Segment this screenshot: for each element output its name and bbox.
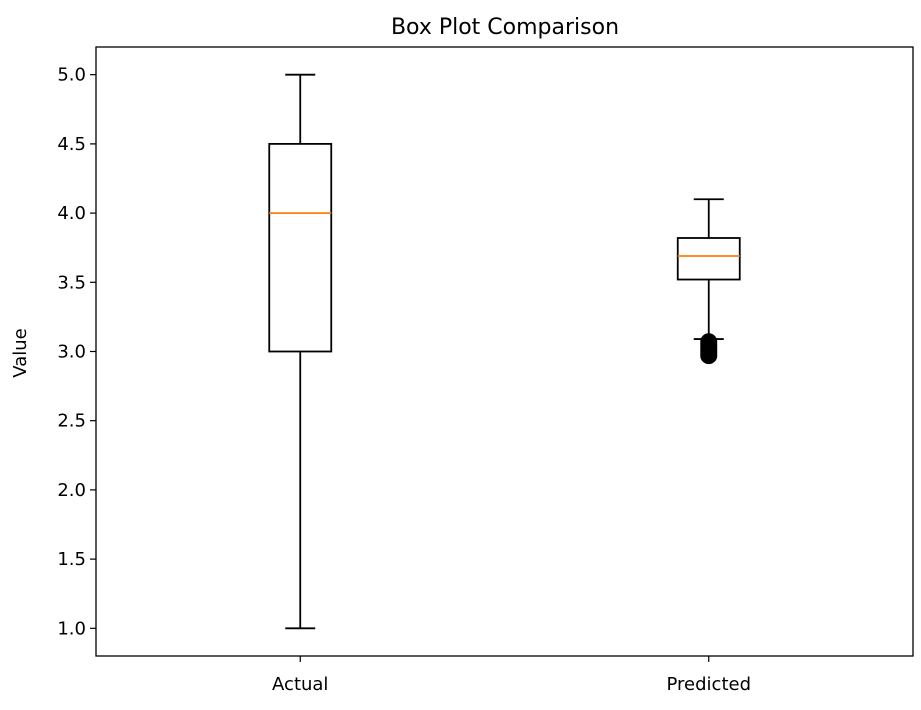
iqr-box — [268, 142, 333, 353]
iqr-box — [676, 237, 741, 281]
y-tick-label: 1.5 — [57, 549, 86, 570]
y-tick-label: 4.0 — [57, 203, 86, 224]
outlier-point — [700, 347, 718, 365]
chart-title: Box Plot Comparison — [391, 15, 619, 40]
y-axis-label: Value — [10, 328, 31, 377]
y-tick-label: 5.0 — [57, 65, 86, 86]
y-tick-label: 2.5 — [57, 411, 86, 432]
y-tick-label: 3.5 — [57, 272, 86, 293]
y-tick-label: 2.0 — [57, 480, 86, 501]
plot-area: 1.0 1.5 2.0 2.5 3.0 3.5 4.0 4.5 5.0 Actual Predict… — [57, 46, 914, 695]
y-tick-label: 3.0 — [57, 342, 86, 363]
y-tick-label: 4.5 — [57, 134, 86, 155]
y-tick-label: 1.0 — [57, 618, 86, 639]
x-tick-label: Actual — [272, 674, 328, 695]
x-tick-label: Predicted — [667, 674, 752, 695]
